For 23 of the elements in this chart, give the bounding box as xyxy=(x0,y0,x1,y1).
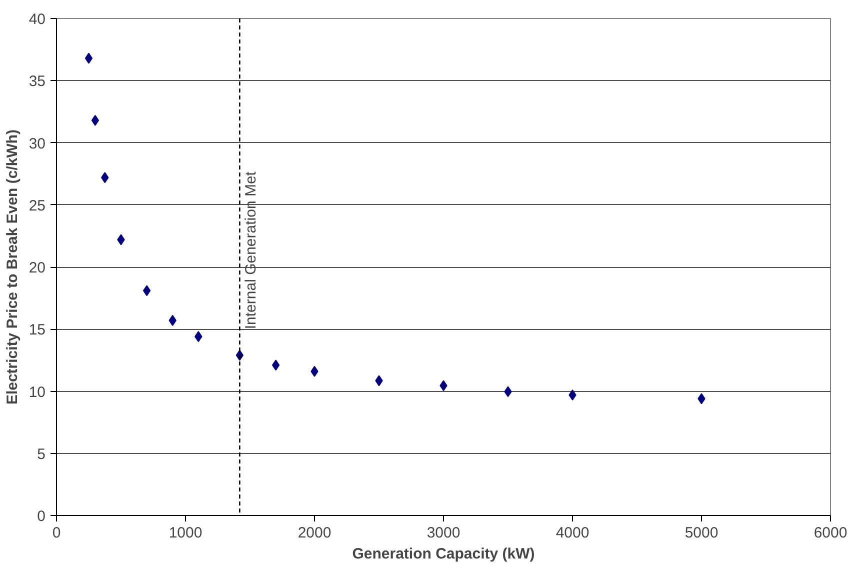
y-tick-label: 5 xyxy=(37,446,46,463)
x-tick-label: 0 xyxy=(52,524,61,542)
x-axis-title: Generation Capacity (kW) xyxy=(352,546,535,562)
x-tick-label: 6000 xyxy=(814,524,848,542)
x-tick-label: 4000 xyxy=(556,524,590,542)
ref-line-label: Internal Generation Met xyxy=(242,170,260,330)
y-tick-label: 30 xyxy=(28,135,46,152)
y-axis-title: Electricity Price to Break Even (c/kWh) xyxy=(4,129,21,405)
y-tick-label: 15 xyxy=(28,322,46,339)
point xyxy=(142,285,151,296)
point xyxy=(91,114,100,126)
point xyxy=(272,360,280,371)
y-tick-label: 35 xyxy=(28,73,46,90)
x-tick-label: 2000 xyxy=(298,524,332,542)
y-tick-label: 25 xyxy=(28,197,46,214)
y-tick-label: 0 xyxy=(37,508,46,525)
y-tick-label: 40 xyxy=(28,11,46,28)
x-tick-label: 1000 xyxy=(168,524,202,542)
y-tick-label: 10 xyxy=(28,384,46,401)
x-tick-label: 3000 xyxy=(426,524,460,542)
y-tick-label: 20 xyxy=(28,260,46,276)
x-tick-label: 5000 xyxy=(684,524,718,542)
point xyxy=(84,52,93,64)
